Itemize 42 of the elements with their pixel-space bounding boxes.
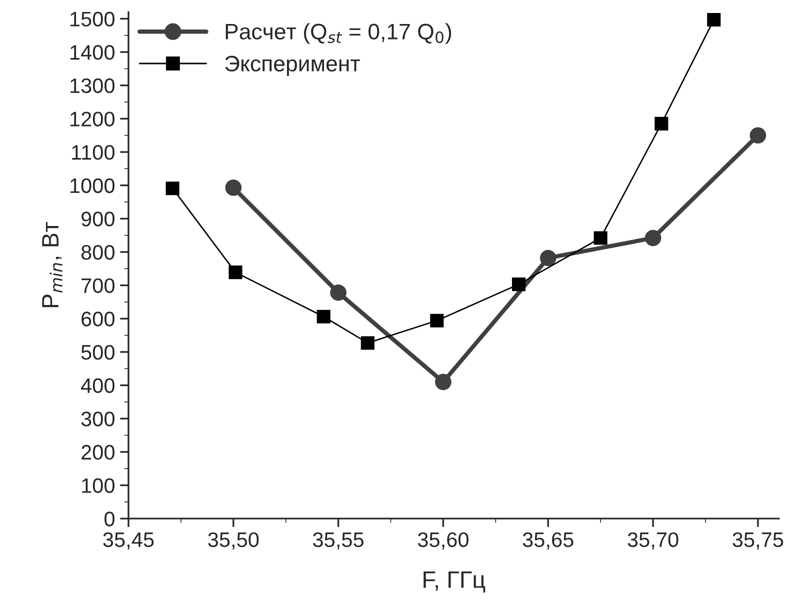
x-tick-label: 35,45 bbox=[103, 532, 154, 550]
y-tick-label: 700 bbox=[82, 278, 114, 294]
x-axis-title: F, ГГц bbox=[424, 571, 486, 592]
point bbox=[316, 310, 330, 324]
point bbox=[707, 12, 721, 26]
y-tick-label: 600 bbox=[82, 312, 114, 326]
point bbox=[430, 314, 444, 328]
point bbox=[594, 231, 608, 245]
point bbox=[654, 116, 668, 130]
y-tick-label: 1200 bbox=[70, 112, 114, 126]
y-tick-label: 800 bbox=[81, 244, 114, 260]
x-tick-label: 35,70 bbox=[628, 532, 678, 550]
y-tick-label: 1300 bbox=[70, 78, 114, 94]
y-axis-title: P$_{min}$, Вт bbox=[42, 222, 62, 308]
point bbox=[435, 374, 452, 390]
point bbox=[330, 284, 346, 301]
y-tick-label: 200 bbox=[82, 444, 114, 460]
point bbox=[644, 230, 662, 246]
y-tick-label: 1000 bbox=[70, 178, 114, 194]
y-tick-label: 300 bbox=[81, 412, 114, 426]
y-tick-label: 1400 bbox=[70, 45, 114, 60]
legend-label: Расчет (Q$_{st}$ = 0,17 Q$_{0}$) bbox=[226, 23, 452, 44]
point bbox=[540, 250, 556, 266]
y-tick-label: 1100 bbox=[72, 145, 114, 160]
y-tick-label: 900 bbox=[82, 212, 114, 226]
y-tick-label: 400 bbox=[81, 378, 114, 394]
point bbox=[228, 266, 242, 280]
x-tick-label: 35,55 bbox=[313, 532, 364, 550]
y-tick-label: 500 bbox=[81, 344, 114, 360]
x-tick-label: 35,75 bbox=[732, 532, 784, 550]
point bbox=[750, 127, 766, 144]
x-tick-label: 35,60 bbox=[418, 532, 468, 550]
point bbox=[360, 336, 374, 350]
y-tick-label: 1500 bbox=[70, 12, 114, 26]
x-tick-label: 35,50 bbox=[208, 532, 259, 550]
point bbox=[225, 180, 242, 196]
x-tick-label: 35,65 bbox=[522, 532, 574, 550]
legend-label: Эксперимент bbox=[225, 56, 360, 76]
point bbox=[512, 278, 526, 292]
point bbox=[166, 182, 180, 196]
y-tick-label: 100 bbox=[82, 478, 114, 494]
y-tick-label: 0 bbox=[104, 512, 114, 526]
